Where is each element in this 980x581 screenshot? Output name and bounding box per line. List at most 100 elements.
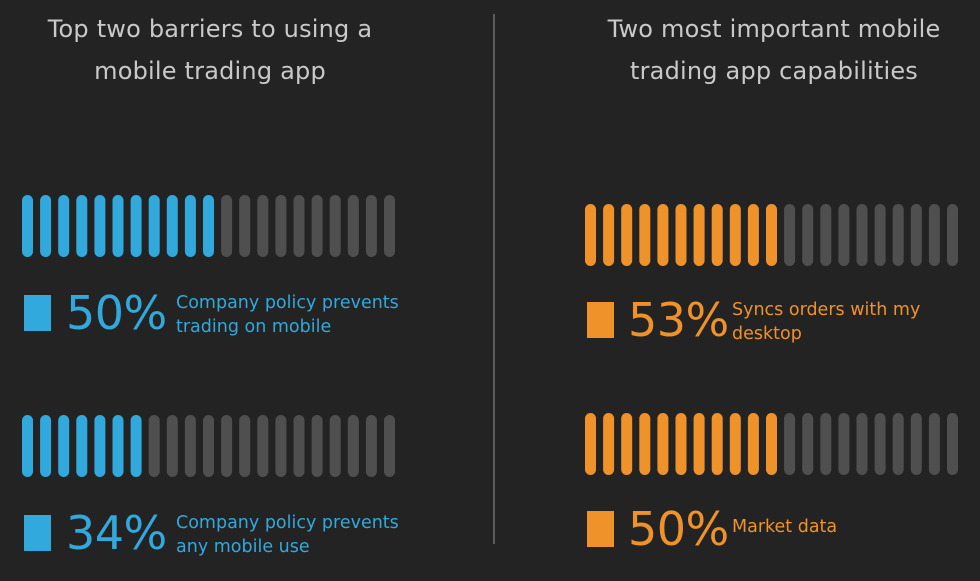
stat-label: Syncs orders with my desktop	[732, 300, 921, 344]
bar-segment-filled	[603, 413, 615, 475]
bar-segment-filled	[747, 413, 759, 475]
bar-segment-filled	[693, 413, 705, 475]
bar-segment-filled	[711, 204, 723, 266]
bar-segment-empty	[221, 195, 233, 257]
bar-segment-empty	[928, 413, 940, 475]
bar-segment-empty	[874, 413, 886, 475]
stat-value: 50%	[628, 502, 729, 556]
bar-segment-empty	[820, 413, 832, 475]
bar-segment-filled	[675, 204, 687, 266]
bar-segment-empty	[148, 415, 160, 477]
bar-segment-filled	[603, 204, 615, 266]
segment-bar	[585, 204, 958, 266]
bar-segment-empty	[275, 415, 287, 477]
bar-segment-empty	[784, 204, 796, 266]
bar-segment-empty	[856, 204, 868, 266]
bar-segment-filled	[693, 204, 705, 266]
bar-segment-filled	[747, 204, 759, 266]
segment-bar	[22, 415, 395, 477]
bar-segment-empty	[365, 415, 377, 477]
bar-segment-empty	[257, 195, 269, 257]
segment-bar	[22, 195, 395, 257]
stat-value: 53%	[628, 293, 729, 347]
bar-segment-filled	[766, 204, 777, 266]
bar-segment-filled	[148, 195, 160, 257]
bar-segment-empty	[347, 195, 359, 257]
stat-label: Company policy prevents trading on mobil…	[176, 293, 399, 337]
bar-segment-empty	[910, 204, 922, 266]
bar-segment-empty	[838, 413, 850, 475]
bar-segment-filled	[729, 204, 741, 266]
bar-segment-filled	[58, 415, 70, 477]
bar-segment-filled	[729, 413, 741, 475]
bar-segment-empty	[221, 415, 233, 477]
bar-segment-empty	[311, 195, 323, 257]
bar-segment-empty	[166, 415, 178, 477]
bar-segment-filled	[112, 415, 124, 477]
bar-segment-empty	[802, 204, 814, 266]
bar-segment-filled	[184, 195, 196, 257]
bar-segment-empty	[856, 413, 868, 475]
bar-segment-empty	[257, 415, 269, 477]
bar-segment-empty	[928, 204, 940, 266]
stat-label: Company policy prevents any mobile use	[176, 513, 399, 557]
bar-segment-filled	[766, 413, 777, 475]
bar-segment-empty	[275, 195, 287, 257]
bar-segment-filled	[40, 195, 52, 257]
bar-segment-filled	[657, 204, 669, 266]
bar-segment-filled	[40, 415, 52, 477]
bar-segment-filled	[166, 195, 178, 257]
bar-segment-empty	[347, 415, 359, 477]
bar-segment-filled	[130, 195, 142, 257]
bar-segment-filled	[675, 413, 687, 475]
bar-segment-empty	[239, 195, 251, 257]
stat-value: 50%	[66, 286, 167, 340]
bar-segment-empty	[892, 413, 904, 475]
bar-segment-empty	[838, 204, 850, 266]
stat-label: Market data	[732, 517, 838, 537]
bar-segment-empty	[910, 413, 922, 475]
bar-segment-filled	[112, 195, 124, 257]
bar-segment-filled	[639, 413, 651, 475]
legend-swatch	[587, 511, 614, 547]
legend-swatch	[587, 302, 614, 338]
stat-value: 34%	[66, 506, 167, 560]
bar-segment-filled	[621, 204, 633, 266]
bar-segment-empty	[365, 195, 377, 257]
bar-segment-filled	[657, 413, 669, 475]
right-chart-panel: Two most important mobile trading app ca…	[496, 0, 980, 581]
bar-segment-filled	[585, 413, 596, 475]
bar-segment-filled	[711, 413, 723, 475]
bar-segment-empty	[947, 204, 958, 266]
panel-divider	[493, 14, 495, 544]
bar-segment-empty	[784, 413, 796, 475]
bar-segment-empty	[874, 204, 886, 266]
bar-segment-empty	[311, 415, 323, 477]
bar-segment-filled	[76, 415, 88, 477]
bar-segment-empty	[384, 415, 395, 477]
bar-segment-empty	[892, 204, 904, 266]
bar-segment-empty	[293, 415, 305, 477]
bar-segment-empty	[184, 415, 196, 477]
bar-segment-filled	[130, 415, 142, 477]
bar-segment-filled	[22, 415, 33, 477]
bar-segment-empty	[384, 195, 395, 257]
bar-segment-empty	[239, 415, 251, 477]
segment-bar	[585, 413, 958, 475]
bar-segment-empty	[329, 415, 341, 477]
bar-segment-filled	[94, 415, 106, 477]
bar-segment-empty	[802, 413, 814, 475]
chart-title: Top two barriers to using a mobile tradi…	[47, 15, 373, 85]
bar-segment-filled	[585, 204, 596, 266]
legend-swatch	[24, 515, 51, 551]
chart-title: Two most important mobile trading app ca…	[607, 15, 941, 85]
bar-segment-empty	[203, 415, 214, 477]
bar-segment-empty	[293, 195, 305, 257]
bar-segment-filled	[94, 195, 106, 257]
bar-segment-filled	[22, 195, 33, 257]
bar-segment-filled	[58, 195, 70, 257]
bar-segment-filled	[76, 195, 88, 257]
left-chart-panel: Top two barriers to using a mobile tradi…	[22, 15, 399, 560]
bar-segment-filled	[203, 195, 214, 257]
bar-segment-empty	[947, 413, 958, 475]
